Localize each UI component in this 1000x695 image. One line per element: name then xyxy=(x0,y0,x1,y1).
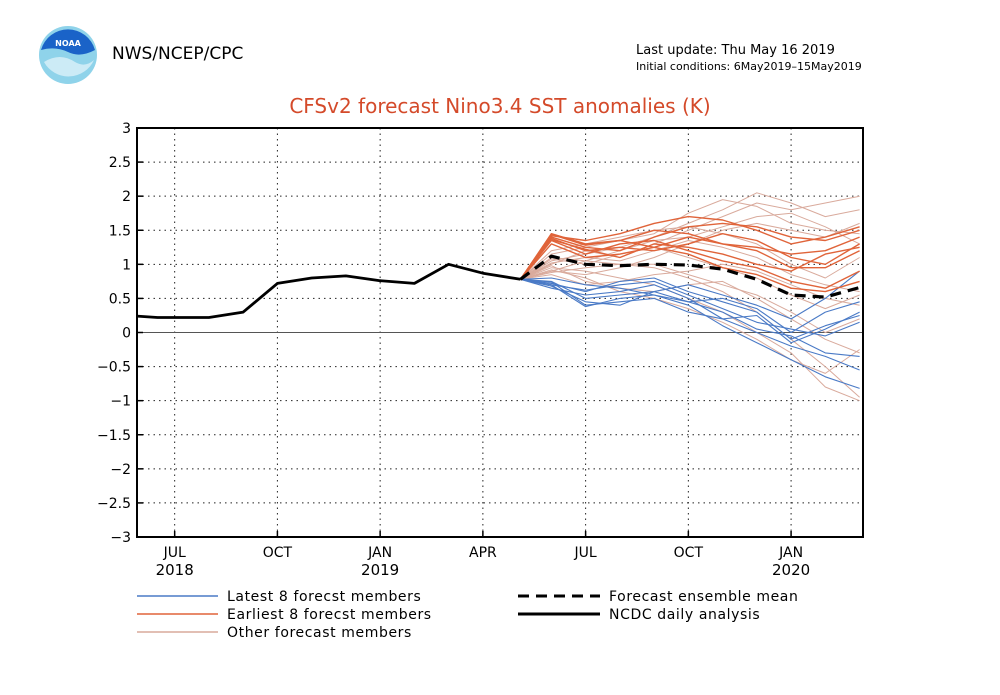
latest-member-line xyxy=(520,278,860,344)
earliest-member-line xyxy=(519,222,860,280)
legend-label-analysis: NCDC daily analysis xyxy=(609,607,760,623)
initial-conditions-label: Initial conditions: 6May2019–15May2019 xyxy=(636,60,862,73)
y-tick-label: −3 xyxy=(110,530,131,546)
x-tick-label: APR xyxy=(469,545,497,561)
latest-members xyxy=(520,270,860,389)
legend-label-latest: Latest 8 forecst members xyxy=(227,589,421,605)
x-tick-label: JAN xyxy=(778,545,803,561)
latest-member-line xyxy=(520,278,860,389)
other-member-line xyxy=(520,240,860,293)
agency-label: NWS/NCEP/CPC xyxy=(112,44,244,64)
latest-member-line xyxy=(520,278,860,371)
other-member-line xyxy=(520,263,860,333)
y-tick-label: −1 xyxy=(110,394,131,410)
x-year-label: 2019 xyxy=(361,561,399,579)
y-tick-label: 2.5 xyxy=(109,155,131,171)
y-axis: 3 2.5 2 1.5 1 0.5 0 −0.5 −1 −1.5 −2 −2.5 −3 xyxy=(97,121,143,546)
x-tick-label: OCT xyxy=(263,545,293,561)
other-member-line xyxy=(520,257,860,398)
y-tick-label: −2 xyxy=(110,462,131,478)
y-tick-label: 0 xyxy=(122,326,131,342)
x-tick-label: JUL xyxy=(163,545,186,561)
noaa-logo-text: NOAA xyxy=(55,39,81,48)
earliest-members xyxy=(519,215,860,293)
y-tick-label: 1.5 xyxy=(109,223,131,239)
latest-member-line xyxy=(520,270,860,320)
x-tick-label: JUL xyxy=(574,545,597,561)
y-tick-label: 0.5 xyxy=(109,291,131,307)
earliest-member-line xyxy=(519,239,860,289)
latest-member-line xyxy=(520,278,860,337)
x-tick-label: OCT xyxy=(674,545,704,561)
legend-label-other: Other forecast members xyxy=(227,625,412,641)
y-tick-label: −0.5 xyxy=(97,360,131,376)
noaa-logo-sky xyxy=(41,29,95,55)
earliest-member-line xyxy=(519,215,860,280)
other-member-line xyxy=(520,192,860,280)
earliest-member-line xyxy=(519,229,860,280)
last-update-label: Last update: Thu May 16 2019 xyxy=(636,43,835,58)
noaa-logo-icon: NOAA xyxy=(39,26,97,84)
ensemble-mean-line xyxy=(519,254,861,299)
x-year-label: 2018 xyxy=(156,561,194,579)
earliest-member-line xyxy=(519,239,860,280)
x-tick-label: JAN xyxy=(367,545,392,561)
analysis-line xyxy=(136,262,521,319)
y-tick-label: 1 xyxy=(122,257,131,273)
other-member-line xyxy=(520,269,860,374)
y-tick-label: −2.5 xyxy=(97,496,131,512)
other-members xyxy=(520,192,860,402)
y-tick-label: 2 xyxy=(122,189,131,205)
main-series xyxy=(136,254,861,319)
y-tick-label: 3 xyxy=(122,121,131,137)
y-tick-label: −1.5 xyxy=(97,428,131,444)
earliest-member-line xyxy=(519,243,860,293)
legend-label-mean: Forecast ensemble mean xyxy=(609,589,798,605)
noaa-logo-wave xyxy=(44,57,94,77)
chart-title: CFSv2 forecast Nino3.4 SST anomalies (K) xyxy=(289,94,710,118)
x-year-label: 2020 xyxy=(772,561,810,579)
latest-member-line xyxy=(520,278,860,357)
legend: Latest 8 forecst members Earliest 8 forec… xyxy=(137,589,798,641)
legend-label-earliest: Earliest 8 forecst members xyxy=(227,607,432,623)
latest-member-line xyxy=(520,277,860,334)
earliest-member-line xyxy=(519,233,860,280)
